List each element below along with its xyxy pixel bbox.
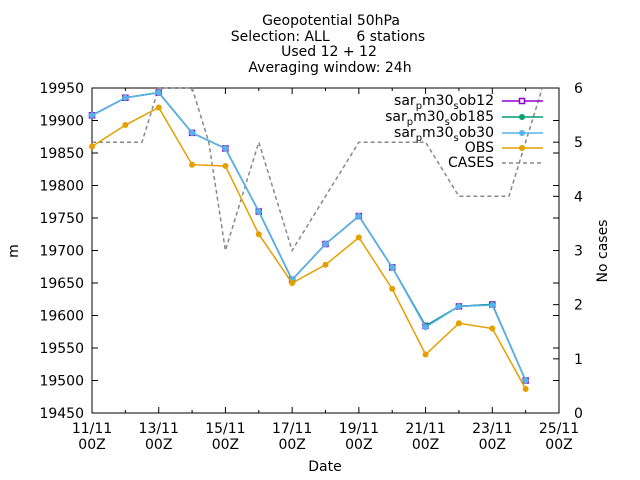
x-tick-label: 23/11: [472, 421, 512, 437]
y-tick-label: 19800: [39, 179, 84, 195]
x-tick-label-time: 00Z: [479, 437, 506, 453]
legend-entry-cases: CASES: [448, 155, 543, 171]
data-point-obs: [255, 231, 262, 238]
y-axis-right: 0 1 2 3 4 5 6: [553, 81, 583, 422]
data-point-obs: [389, 285, 396, 292]
x-tick-label-time: 00Z: [145, 437, 172, 453]
y-tick-label: 19850: [39, 146, 84, 162]
y-tick-label: 19950: [39, 81, 84, 97]
data-point-obs: [522, 385, 529, 392]
data-point-obs: [355, 234, 362, 241]
x-tick-label: 17/11: [272, 421, 312, 437]
x-tick-label: 19/11: [339, 421, 379, 437]
data-point-sar-pm30-sob30: [422, 324, 429, 331]
x-tick-label: 15/11: [205, 421, 245, 437]
legend-marker-obs: [519, 145, 525, 151]
chart-title: Geopotential 50hPa Selection: ALL 6 stat…: [231, 13, 425, 76]
data-point-sar-pm30-sob30: [489, 302, 496, 309]
y-tick-label: 19700: [39, 244, 84, 260]
y-tick-label: 19750: [39, 211, 84, 227]
data-point-sar-pm30-sob30: [355, 213, 362, 220]
y2-tick-label: 6: [574, 81, 583, 97]
legend-marker-sob30: [519, 130, 525, 136]
data-point-sar-pm30-sob30: [389, 264, 396, 271]
series-layer: [88, 87, 544, 392]
data-point-obs: [422, 351, 429, 358]
y-tick-label: 19600: [39, 309, 84, 325]
x-tick-label: 21/11: [405, 421, 445, 437]
legend: sarpm30sob12 sarpm30sob185 sarpm30sob30 …: [385, 93, 543, 171]
legend-label-obs: OBS: [465, 140, 494, 156]
x-tick-label-time: 00Z: [412, 437, 439, 453]
y2-tick-label: 4: [574, 189, 583, 205]
data-point-obs: [489, 325, 496, 332]
x-axis-label: Date: [308, 459, 341, 475]
y-tick-label: 19450: [39, 406, 84, 422]
legend-entry-sob185: sarpm30sob185: [385, 109, 543, 128]
legend-marker-sob12: [518, 97, 526, 105]
x-tick-label: 11/11: [72, 421, 112, 437]
x-tick-label-time: 00Z: [345, 437, 372, 453]
data-point-sar-pm30-sob30: [522, 377, 529, 384]
data-point-obs: [322, 261, 329, 268]
data-point-sar-pm30-sob30: [122, 94, 129, 101]
series-line-sar-pm30-sob30: [91, 91, 527, 381]
data-point-sar-pm30-sob30: [255, 208, 262, 215]
series-line-obs: [91, 106, 527, 390]
data-point-obs: [155, 104, 162, 111]
data-point-obs: [89, 143, 95, 150]
title-line-2: Selection: ALL 6 stations: [231, 29, 425, 45]
x-tick-label: 13/11: [139, 421, 179, 437]
data-point-obs: [189, 161, 196, 168]
y-tick-label: 19550: [39, 341, 84, 357]
legend-marker-sob185: [519, 114, 525, 120]
data-point-obs: [222, 163, 229, 169]
data-point-sar-pm30-sob30: [222, 145, 229, 152]
data-point-sar-pm30-sob30: [89, 112, 95, 119]
data-point-obs: [289, 280, 296, 286]
y-tick-label: 19500: [39, 374, 84, 390]
legend-entry-sob12: sarpm30sob12: [394, 93, 543, 112]
x-tick-label: 25/11: [539, 421, 579, 437]
data-point-sar-pm30-sob30: [189, 129, 196, 136]
legend-label-sob12: sarpm30sob12: [394, 93, 494, 112]
title-line-4: Averaging window: 24h: [248, 60, 411, 76]
y2-tick-label: 0: [574, 406, 583, 422]
y2-axis-label: No cases: [595, 220, 611, 283]
y-axis-label: m: [6, 244, 22, 258]
y2-tick-label: 5: [574, 135, 583, 151]
y-tick-label: 19900: [39, 114, 84, 130]
title-line-3: Used 12 + 12: [281, 44, 377, 60]
x-tick-label-time: 00Z: [212, 437, 239, 453]
series-line-cases: [92, 87, 544, 253]
data-point-obs: [122, 122, 129, 129]
data-point-sar-pm30-sob30: [322, 241, 329, 247]
legend-entry-obs: OBS: [465, 140, 543, 156]
y-axis-left: 19450 19500 19550 19600 19650 19700 19750 19800…: [39, 81, 559, 422]
legend-label-cases: CASES: [448, 155, 494, 171]
y2-tick-label: 2: [574, 298, 583, 314]
data-point-sar-pm30-sob30: [155, 89, 162, 96]
y2-tick-label: 1: [574, 352, 583, 368]
title-line-1: Geopotential 50hPa: [262, 13, 400, 29]
x-axis: 11/1100Z13/1100Z15/1100Z17/1100Z19/1100Z…: [72, 88, 579, 453]
x-tick-label-time: 00Z: [545, 437, 572, 453]
x-tick-label-time: 00Z: [78, 437, 105, 453]
x-tick-label-time: 00Z: [278, 437, 305, 453]
data-point-sar-pm30-sob30: [455, 303, 462, 310]
legend-label-sob185: sarpm30sob185: [385, 109, 494, 128]
legend-entry-sob30: sarpm30sob30: [394, 125, 543, 144]
legend-label-sob30: sarpm30sob30: [394, 125, 494, 144]
y-tick-label: 19650: [39, 276, 84, 292]
data-point-obs: [455, 320, 462, 327]
y2-tick-label: 3: [574, 244, 583, 260]
